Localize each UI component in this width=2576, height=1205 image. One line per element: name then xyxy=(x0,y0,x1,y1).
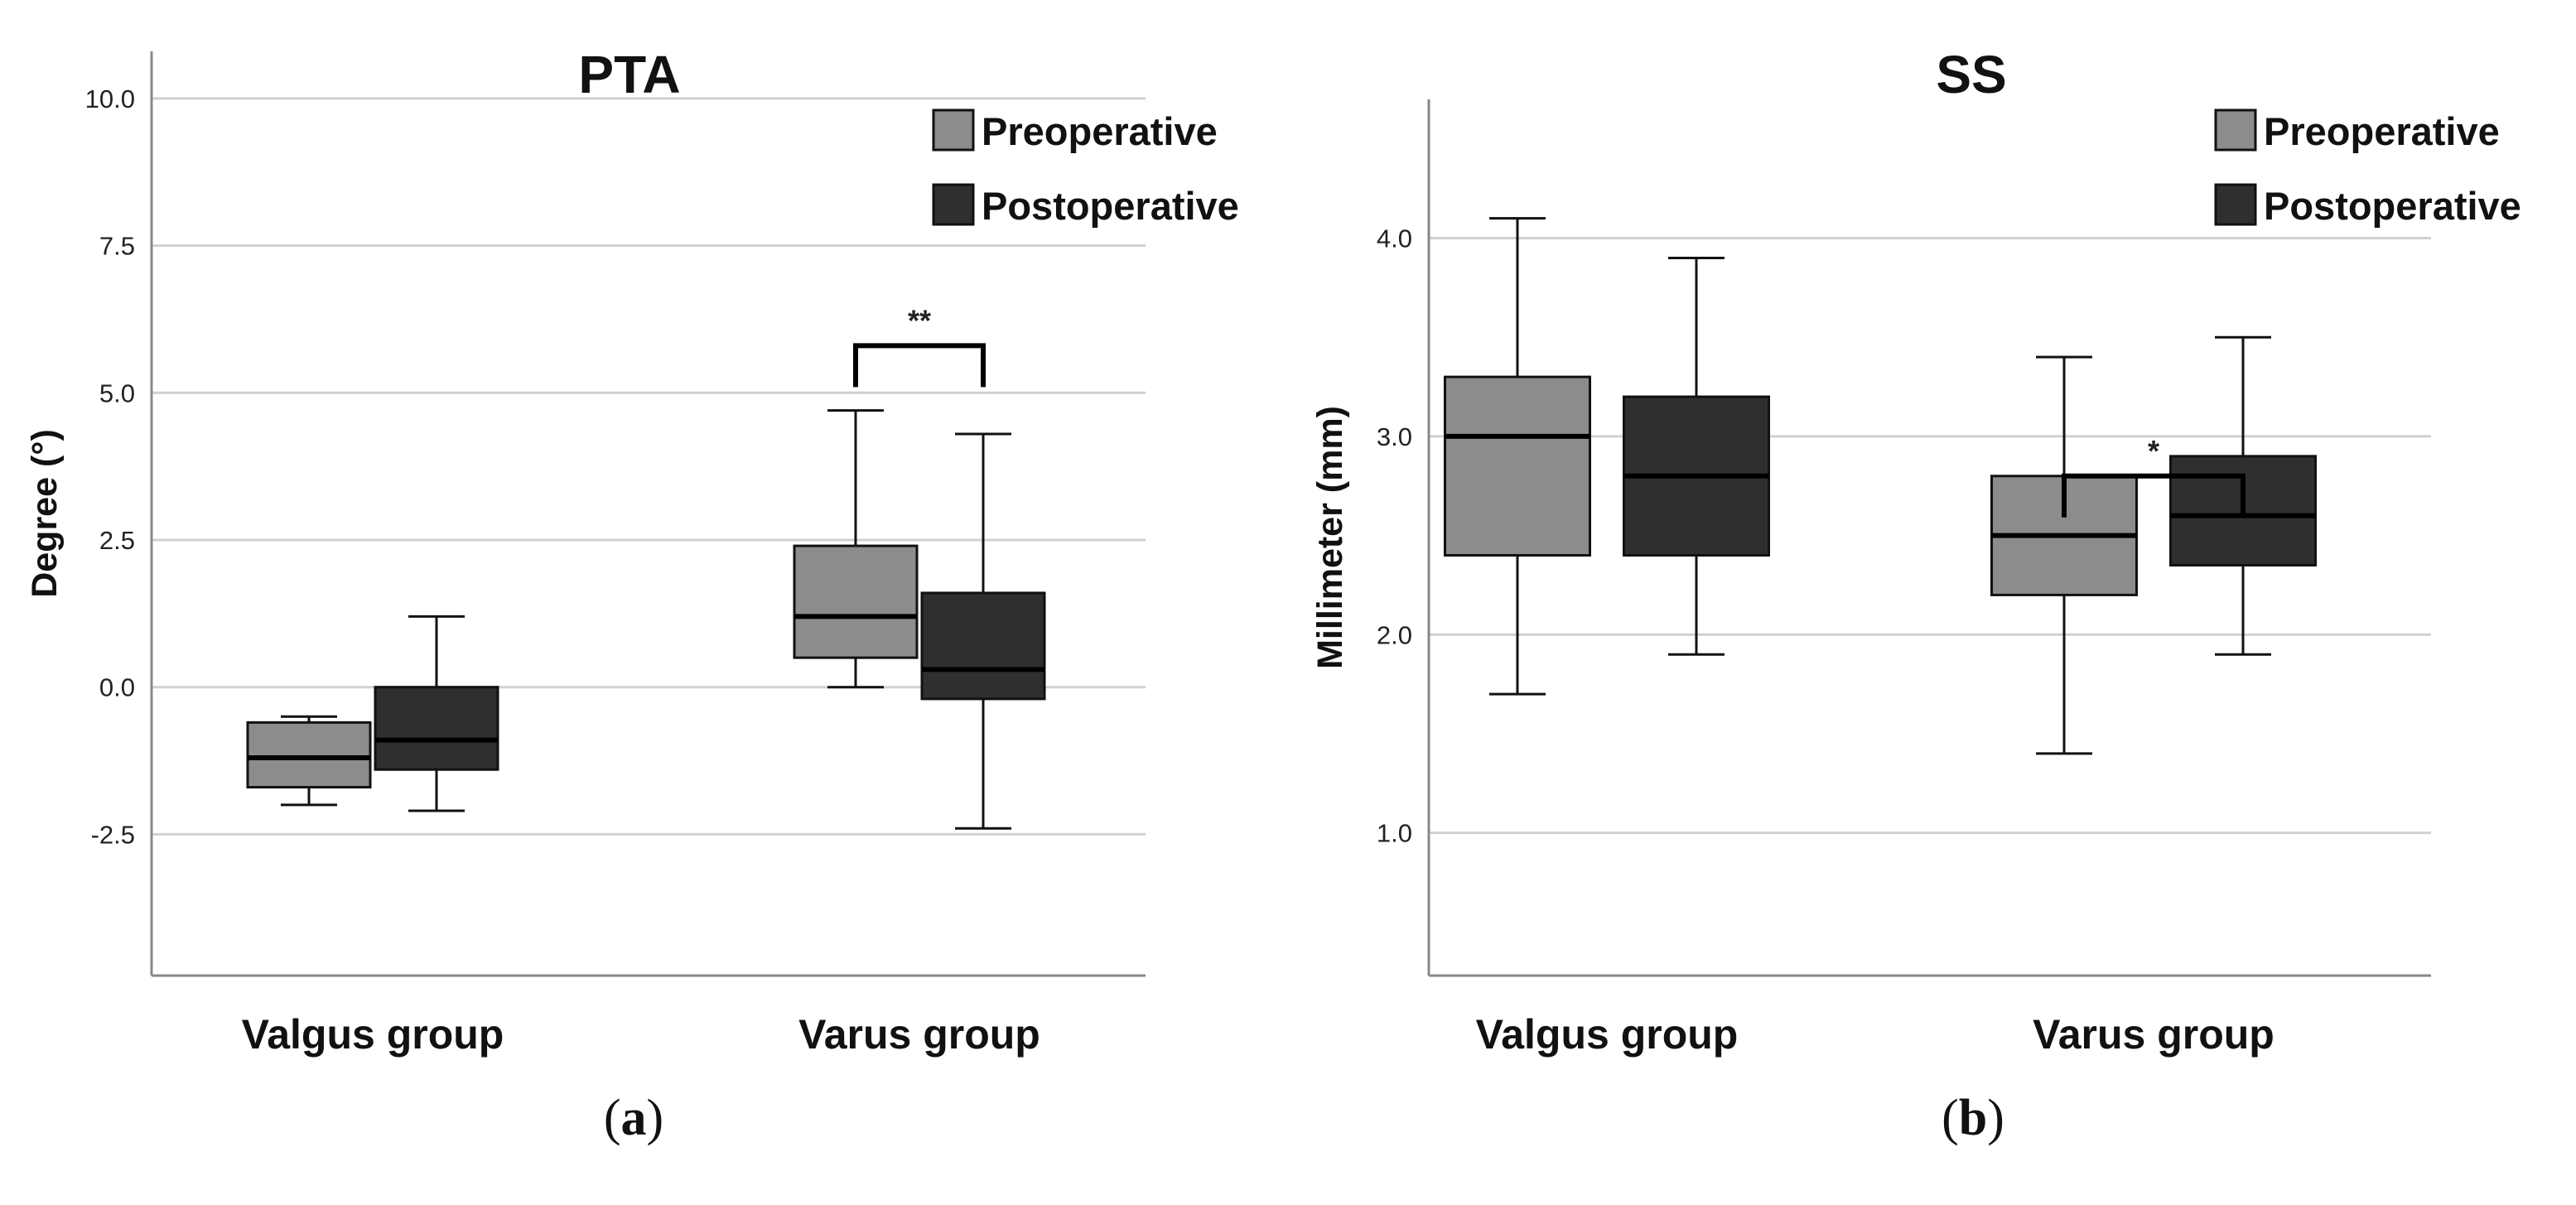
legend-swatch-preoperative xyxy=(2214,108,2257,152)
chart-title: SS xyxy=(1936,45,2006,104)
significance-bracket xyxy=(853,343,986,388)
y-tick-label: 10.0 xyxy=(85,84,135,113)
iqr-box xyxy=(246,721,372,789)
panel-b: 4.0 3.0 2.0 1.0 SS Millimeter (mm) Valgus grou… xyxy=(1310,45,2521,1146)
panel-a: 10.0 7.5 5.0 2.5 0.0 -2.5 PTA Degree (°) Valgus … xyxy=(25,45,1239,1146)
y-tick-label: 7.5 xyxy=(99,232,135,261)
box-postoperative-varus-group xyxy=(920,432,1046,830)
significance-label: ** xyxy=(908,303,931,337)
legend-label-postoperative: Postoperative xyxy=(982,184,1239,228)
x-category-label: Varus group xyxy=(2033,1011,2275,1058)
box-preoperative-valgus-group xyxy=(1444,217,1591,696)
legend-label-postoperative: Postoperative xyxy=(2264,184,2521,228)
y-tick-label: 1.0 xyxy=(1377,819,1412,848)
iqr-box xyxy=(793,544,919,659)
iqr-box xyxy=(1444,375,1591,557)
y-tick-label: 5.0 xyxy=(99,378,135,407)
iqr-box xyxy=(374,686,499,771)
y-tick-label: 2.5 xyxy=(99,526,135,555)
y-tick-label: 0.0 xyxy=(99,673,135,702)
y-axis-label: Degree (°) xyxy=(25,429,65,598)
y-axis-label: Millimeter (mm) xyxy=(1310,406,1350,669)
y-tick-label: 2.0 xyxy=(1377,620,1412,649)
box-postoperative-valgus-group xyxy=(374,615,499,812)
chart-title: PTA xyxy=(578,45,680,104)
y-tick-label: 4.0 xyxy=(1377,224,1412,253)
iqr-box xyxy=(920,591,1046,701)
legend-label-preoperative: Preoperative xyxy=(982,109,1218,153)
box-preoperative-varus-group xyxy=(793,409,919,689)
legend-label-preoperative: Preoperative xyxy=(2264,109,2500,153)
y-tick-label: -2.5 xyxy=(91,820,135,849)
x-category-label: Varus group xyxy=(798,1011,1040,1058)
box-preoperative-varus-group xyxy=(1990,355,2138,755)
legend-swatch-preoperative xyxy=(932,108,975,152)
legend-swatch-postoperative xyxy=(932,183,975,226)
x-category-label: Valgus group xyxy=(242,1011,504,1058)
panel-label: (a) xyxy=(604,1090,663,1146)
x-category-label: Valgus group xyxy=(1476,1011,1739,1058)
box-preoperative-valgus-group xyxy=(246,715,372,807)
significance-bracket xyxy=(2062,473,2246,518)
significance-label: * xyxy=(2148,434,2159,468)
box-postoperative-valgus-group xyxy=(1623,256,1770,656)
legend-swatch-postoperative xyxy=(2214,183,2257,226)
y-tick-label: 3.0 xyxy=(1377,422,1412,451)
panel-label: (b) xyxy=(1942,1090,2004,1146)
